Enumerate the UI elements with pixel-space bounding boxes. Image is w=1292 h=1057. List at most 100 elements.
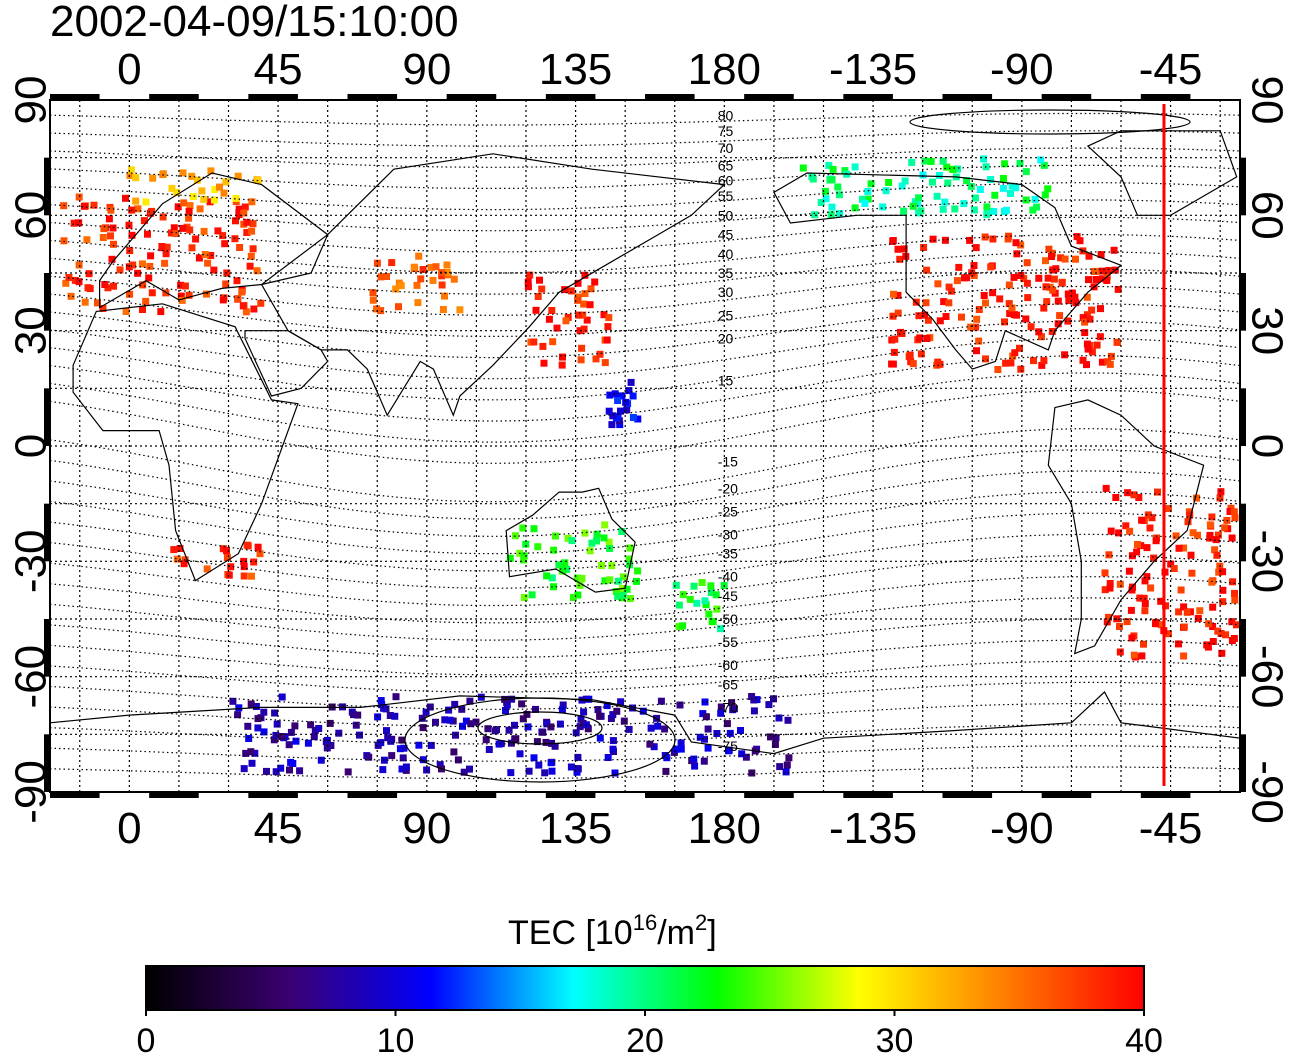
tec-point: [1144, 511, 1152, 519]
tec-point: [1130, 491, 1138, 499]
tec-point: [983, 203, 991, 211]
tec-point: [614, 592, 622, 600]
tec-point: [234, 711, 242, 719]
tec-point: [458, 705, 466, 713]
tec-point: [181, 282, 189, 290]
tec-point: [616, 421, 624, 429]
tec-point: [1058, 279, 1066, 287]
tec-point: [177, 292, 185, 300]
tec-point: [178, 296, 186, 304]
tec-point: [233, 277, 241, 285]
mlat-label: -75: [718, 738, 738, 754]
tec-point: [581, 290, 589, 298]
tec-point: [545, 315, 553, 323]
tec-point: [108, 255, 116, 263]
tec-point: [523, 710, 531, 718]
tec-point: [701, 735, 708, 743]
tec-point: [1098, 267, 1106, 275]
tec-point: [989, 235, 997, 243]
tec-point: [776, 763, 784, 771]
tec-point: [574, 279, 582, 287]
tec-point: [1096, 333, 1104, 341]
tec-point: [238, 288, 246, 296]
tec-point: [236, 244, 244, 251]
tec-point: [901, 177, 909, 185]
tec-point: [530, 525, 538, 533]
tec-region-9: [799, 155, 1052, 219]
tec-point: [94, 299, 101, 307]
tec-point: [828, 203, 836, 211]
tec-point: [100, 225, 108, 233]
tec-point: [690, 582, 698, 590]
tec-point: [497, 740, 505, 748]
frame-tick-top: [50, 94, 100, 99]
tec-point: [970, 206, 978, 214]
tec-point: [344, 768, 352, 776]
tec-point: [157, 308, 165, 316]
tec-point: [601, 577, 609, 585]
tec-point: [1079, 314, 1087, 322]
tec-point: [1140, 640, 1147, 648]
tec-point: [592, 355, 600, 363]
tec-point: [924, 316, 932, 324]
tec-point: [1150, 554, 1158, 562]
tec-point: [829, 165, 837, 173]
mlat-contour: [49, 337, 1241, 401]
tec-point: [159, 213, 167, 221]
tec-point: [573, 768, 581, 776]
tec-point: [1141, 600, 1149, 608]
tec-point: [547, 759, 555, 767]
coastline-6: [1047, 399, 1205, 655]
tec-point: [929, 178, 936, 186]
tec-point: [558, 361, 566, 369]
tec-point: [273, 720, 281, 728]
tec-point: [180, 560, 188, 568]
tec-point: [942, 313, 950, 320]
y-axis-right: 90 60 30 0 -30 -60 -90: [1243, 76, 1292, 824]
tec-point: [185, 214, 193, 222]
tec-point: [1204, 643, 1212, 651]
tec-point: [1209, 623, 1217, 630]
tec-point: [783, 761, 791, 769]
tec-point: [304, 739, 312, 747]
x-tick-bottom: -135: [829, 804, 917, 853]
tec-point: [248, 198, 256, 206]
mlat-label: 50: [718, 207, 734, 223]
tec-point: [1219, 586, 1227, 594]
tec-point: [1007, 359, 1015, 367]
tec-point: [1033, 203, 1041, 211]
mlat-label: 80: [718, 107, 734, 123]
y-tick-left: -60: [6, 645, 55, 709]
tec-point: [1038, 333, 1045, 341]
tec-point: [1013, 250, 1021, 258]
tec-point: [941, 198, 949, 206]
tec-point: [578, 574, 586, 582]
tec-point: [765, 701, 773, 709]
tec-point: [705, 610, 713, 618]
tec-point: [235, 211, 243, 218]
x-tick-bottom: 90: [402, 804, 451, 853]
frame-tick-right: [1241, 273, 1246, 331]
tec-point: [971, 194, 979, 202]
tec-region-6: [170, 541, 264, 580]
tec-point: [742, 753, 750, 761]
tec-point: [1222, 631, 1230, 639]
tec-point: [1017, 272, 1025, 279]
tec-point: [1165, 505, 1172, 513]
tec-point: [203, 565, 211, 573]
tec-point: [784, 716, 792, 724]
tec-point: [1212, 536, 1220, 544]
tec-point: [611, 390, 619, 398]
tec-point: [1044, 274, 1052, 282]
tec-point: [923, 335, 931, 342]
tec-point: [162, 250, 170, 258]
tec-point: [851, 204, 859, 212]
tec-point: [507, 739, 515, 747]
tec-point: [1040, 357, 1048, 365]
tec-point: [450, 275, 458, 283]
tec-point: [426, 703, 434, 711]
x-axis-top: 0 45 90 135 180 -135 -90 -45: [117, 45, 1202, 94]
tec-point: [512, 735, 520, 743]
y-tick-left: 30: [6, 306, 55, 355]
tec-point: [1175, 640, 1182, 648]
